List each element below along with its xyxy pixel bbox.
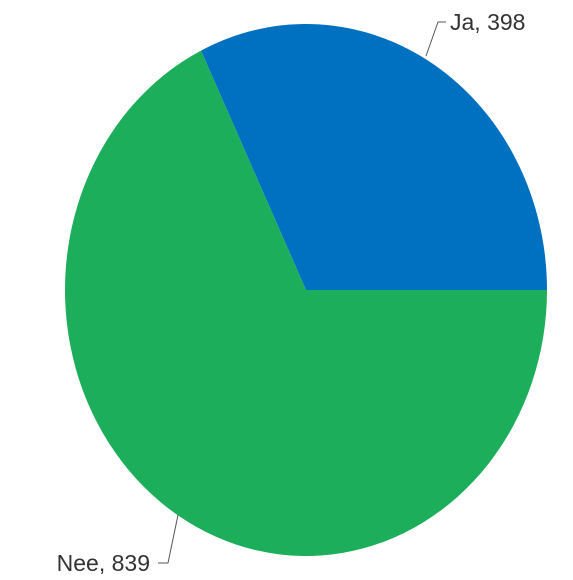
pie-slices (64, 24, 548, 557)
data-label-ja: Ja, 398 (450, 9, 525, 35)
pie-slice-ja (201, 24, 547, 290)
pie-slice-nee (64, 50, 548, 557)
data-label-nee: Nee, 839 (57, 550, 150, 576)
leader-line-ja (425, 21, 446, 57)
pie-data-labels: Ja, 398 Nee, 839 (57, 9, 526, 576)
leader-line-nee (158, 514, 179, 564)
